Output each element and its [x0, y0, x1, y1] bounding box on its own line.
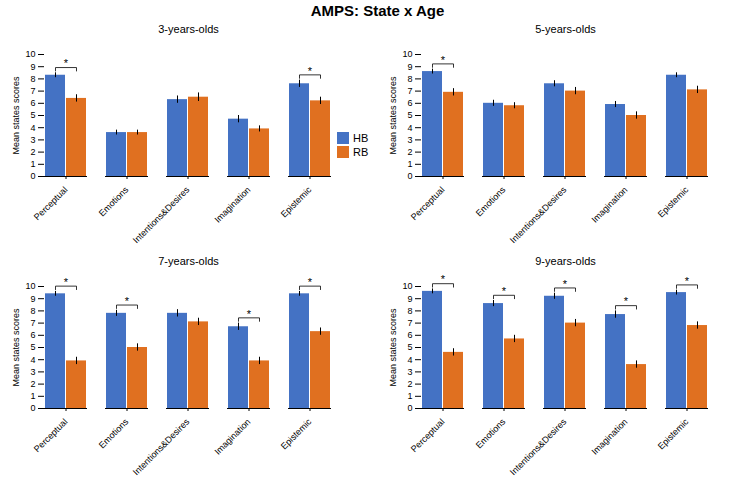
svg-text:5: 5 [30, 110, 35, 120]
html-text:RB: RB [353, 146, 369, 158]
svg-text:Perceptual: Perceptual [32, 185, 69, 222]
svg-text:5: 5 [30, 342, 35, 352]
svg-text:4: 4 [407, 355, 412, 365]
svg-text:6: 6 [407, 98, 412, 108]
svg-text:Imagination: Imagination [589, 185, 629, 225]
svg-text:1: 1 [407, 391, 412, 401]
svg-text:Emotions: Emotions [97, 416, 131, 450]
svg-text:9: 9 [407, 62, 412, 72]
svg-text:Mean states scores: Mean states scores [11, 76, 21, 155]
html-text:7-years-olds: 7-years-olds [158, 255, 219, 267]
svg-text:0: 0 [407, 171, 412, 181]
svg-text:5: 5 [407, 342, 412, 352]
svg-text:*: * [64, 276, 69, 288]
svg-text:10: 10 [25, 281, 35, 291]
svg-text:*: * [441, 54, 446, 66]
svg-text:8: 8 [407, 74, 412, 84]
svg-text:3: 3 [407, 367, 412, 377]
svg-text:Imagination: Imagination [212, 417, 252, 457]
svg-text:Emotions: Emotions [474, 416, 508, 450]
svg-text:Intentions&Desires: Intentions&Desires [508, 416, 569, 477]
svg-text:Epistemic: Epistemic [656, 184, 691, 219]
svg-text:Intentions&Desires: Intentions&Desires [131, 416, 192, 477]
svg-text:6: 6 [30, 98, 35, 108]
svg-text:1: 1 [30, 391, 35, 401]
svg-text:Mean states scores: Mean states scores [388, 308, 398, 387]
svg-text:9: 9 [30, 294, 35, 304]
svg-text:*: * [308, 276, 313, 288]
svg-text:Epistemic: Epistemic [656, 416, 691, 451]
svg-text:7: 7 [407, 318, 412, 328]
svg-text:*: * [125, 295, 130, 307]
svg-text:Perceptual: Perceptual [32, 417, 69, 454]
svg-text:0: 0 [30, 403, 35, 413]
svg-text:8: 8 [30, 306, 35, 316]
svg-text:*: * [308, 65, 313, 77]
svg-text:4: 4 [30, 355, 35, 365]
svg-text:5: 5 [407, 110, 412, 120]
html-text:3-years-olds: 3-years-olds [158, 23, 219, 35]
svg-text:0: 0 [30, 171, 35, 181]
svg-text:9: 9 [30, 62, 35, 72]
html-text:HB: HB [353, 132, 369, 144]
html-text:5-years-olds: 5-years-olds [535, 23, 596, 35]
svg-text:Intentions&Desires: Intentions&Desires [508, 184, 569, 245]
svg-text:Emotions: Emotions [474, 184, 508, 218]
svg-text:Intentions&Desires: Intentions&Desires [131, 184, 192, 245]
svg-text:1: 1 [30, 159, 35, 169]
svg-text:0: 0 [407, 403, 412, 413]
svg-text:Mean states scores: Mean states scores [388, 76, 398, 155]
svg-text:Epistemic: Epistemic [279, 184, 314, 219]
svg-text:3: 3 [30, 367, 35, 377]
svg-text:*: * [441, 273, 446, 285]
svg-text:2: 2 [30, 379, 35, 389]
svg-text:*: * [685, 275, 690, 287]
svg-text:*: * [247, 308, 252, 320]
svg-text:10: 10 [402, 281, 412, 291]
svg-text:10: 10 [402, 49, 412, 59]
svg-text:3: 3 [407, 135, 412, 145]
svg-text:8: 8 [30, 74, 35, 84]
svg-text:7: 7 [30, 318, 35, 328]
svg-text:2: 2 [407, 379, 412, 389]
svg-text:6: 6 [407, 330, 412, 340]
svg-text:8: 8 [407, 306, 412, 316]
svg-text:Emotions: Emotions [97, 184, 131, 218]
svg-text:1: 1 [407, 159, 412, 169]
svg-text:2: 2 [407, 147, 412, 157]
svg-text:4: 4 [407, 123, 412, 133]
svg-text:6: 6 [30, 330, 35, 340]
svg-text:9: 9 [407, 294, 412, 304]
svg-text:*: * [563, 278, 568, 290]
svg-text:Imagination: Imagination [589, 417, 629, 457]
svg-text:3: 3 [30, 135, 35, 145]
svg-text:Mean states scores: Mean states scores [11, 308, 21, 387]
svg-text:*: * [624, 295, 629, 307]
html-text:AMPS: State x Age: AMPS: State x Age [310, 2, 445, 19]
svg-text:4: 4 [30, 123, 35, 133]
svg-text:Perceptual: Perceptual [409, 185, 446, 222]
svg-text:7: 7 [30, 86, 35, 96]
svg-text:7: 7 [407, 86, 412, 96]
svg-text:*: * [64, 57, 69, 69]
svg-text:10: 10 [25, 49, 35, 59]
svg-text:Imagination: Imagination [212, 185, 252, 225]
html-text:9-years-olds: 9-years-olds [535, 255, 596, 267]
svg-text:Perceptual: Perceptual [409, 417, 446, 454]
svg-text:*: * [502, 285, 507, 297]
svg-text:2: 2 [30, 147, 35, 157]
svg-text:Epistemic: Epistemic [279, 416, 314, 451]
